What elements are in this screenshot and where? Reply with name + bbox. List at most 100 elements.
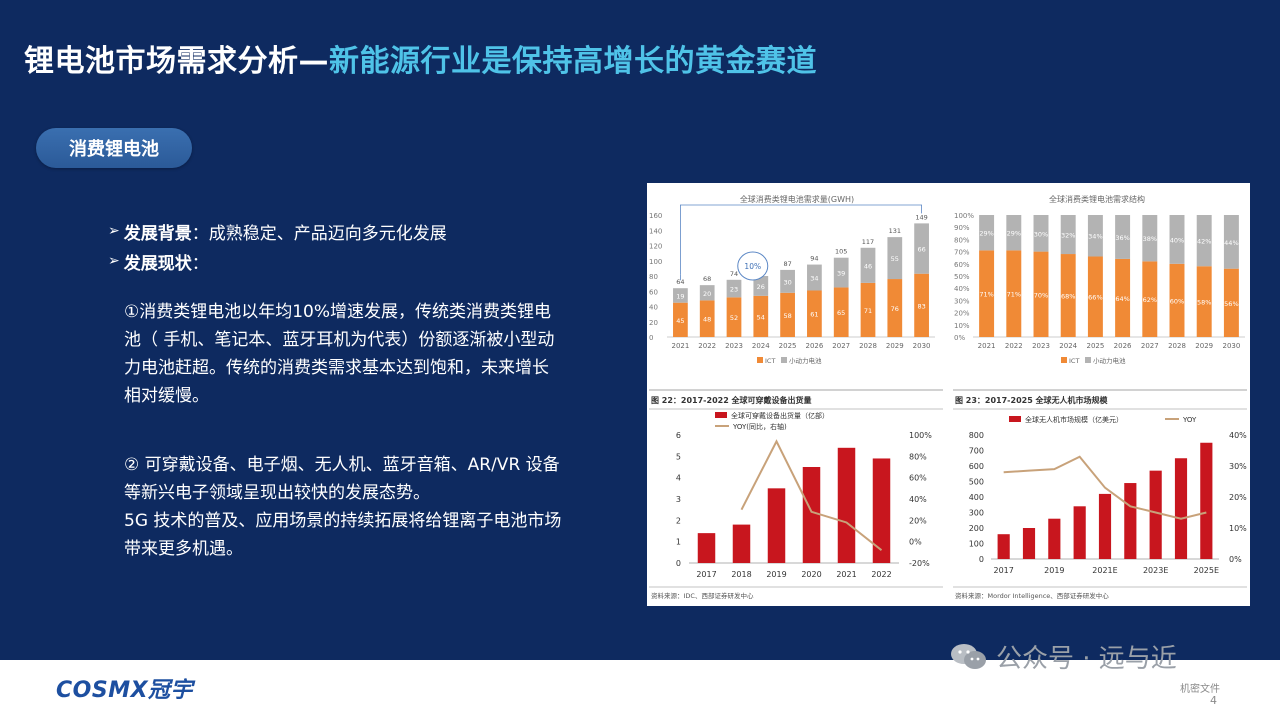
chart1-label-small-power: 20: [703, 290, 711, 298]
chart2-bar-ict: [1087, 256, 1103, 337]
chart2-label-ict: 68%: [1061, 293, 1075, 301]
chart2-label-ict: 66%: [1088, 294, 1102, 302]
chart1-legend-ict-label: ICT: [765, 357, 775, 365]
bullet-heading: 发展背景: [123, 223, 192, 244]
chart2-ytick: 10%: [954, 322, 970, 330]
chart2-ytick: 50%: [954, 273, 970, 281]
chart1-ytick: 140: [649, 227, 662, 235]
chart1-bar-small-power: [860, 247, 876, 283]
bullet-heading: 发展现状: [123, 253, 192, 274]
paragraph-line: 力电池赶超。传统的消费类需求基本达到饱和，未来增长: [124, 358, 549, 378]
chart2-ytick: 30%: [954, 297, 970, 305]
chart1-label-ict: 45: [676, 317, 684, 325]
chart1-bar-small-power: [914, 223, 929, 274]
watermark-text: 公众号 · 远与近: [996, 644, 1177, 674]
chart2-bar-small-power: [1087, 215, 1103, 257]
chart3-legend-line-label: YOY(同比，右轴): [732, 422, 787, 431]
chart2-bar-ict: [979, 250, 995, 337]
chart1-xtick: 2026: [805, 342, 823, 350]
chart3-xtick: 2020: [801, 570, 821, 579]
chart1-total-label: 87: [783, 260, 791, 268]
paragraph-line: ①消费类锂电池以年均10%增速发展，传统类消费类锂电: [124, 302, 552, 322]
chart1-total-label: 64: [676, 278, 684, 286]
chart1-xtick: 2024: [752, 342, 770, 350]
chart3-xtick: 2022: [871, 570, 891, 579]
chart3-bar: [697, 533, 716, 563]
paragraph-line: 相对缓慢。: [124, 386, 209, 406]
page-title: 锂电池市场需求分析—新能源行业是保持高增长的黄金赛道: [24, 36, 817, 80]
chart2-bar-ict: [1060, 254, 1076, 337]
chart2-label-ict: 70%: [1034, 291, 1048, 299]
chart2-title: 全球消费类锂电池需求结构: [1049, 194, 1145, 204]
chart4-xtick: 2017: [993, 566, 1013, 575]
chart1-label-small-power: 46: [864, 262, 872, 270]
chart2-xtick: 2025: [1086, 342, 1104, 350]
chart2-xtick: 2024: [1059, 342, 1077, 350]
chart4-bar: [1174, 458, 1188, 559]
chart1-label-small-power: 66: [917, 246, 925, 254]
chart2-label-ict: 71%: [1007, 291, 1021, 299]
chart1-label-ict: 71: [864, 307, 872, 315]
chart1-xtick: 2025: [779, 342, 797, 350]
chart1-total-label: 94: [810, 255, 818, 263]
chart1-bar-small-power: [753, 276, 769, 296]
chart3-bar: [767, 488, 786, 563]
charts-svg: 全球消费类锂电池需求量(GWH)020406080100120140160451…: [649, 194, 1247, 600]
chart4-y2tick: 20%: [1229, 493, 1247, 502]
chart1-bar-ict: [887, 279, 903, 337]
chart2-xtick: 2029: [1195, 342, 1213, 350]
chart3-y2tick: 100%: [909, 431, 932, 440]
chart2-legend-ict-label: ICT: [1069, 357, 1079, 365]
chart2-legend-ict-swatch: [1061, 357, 1067, 363]
chart1-legend-ict-swatch: [757, 357, 763, 363]
chart2-bar-ict: [1196, 266, 1212, 337]
chart1-label-ict: 58: [783, 312, 791, 320]
chart2-bar-ict: [1033, 251, 1049, 337]
chart1-total-label: 68: [703, 275, 711, 283]
chart2-ytick: 70%: [954, 249, 970, 257]
chart1-ytick: 0: [649, 334, 653, 342]
chart1-label-small-power: 34: [810, 275, 818, 283]
chart4-ytick: 800: [969, 431, 984, 440]
chart1-bar-small-power: [699, 285, 715, 301]
chart3-caption: 图 22：2017-2022 全球可穿戴设备出货量: [651, 395, 812, 405]
title-dash: —: [298, 44, 329, 79]
chart3-y2tick: 80%: [909, 452, 927, 461]
chart2-bar-ict: [1169, 263, 1185, 337]
chart2-bar-small-power: [1033, 215, 1049, 252]
paragraph-line: 等新兴电子领域呈现出较快的发展态势。: [124, 483, 430, 503]
chart1-annotation-text: 10%: [744, 262, 761, 271]
bullet-separator: ：: [191, 223, 209, 244]
page-number: 4: [1210, 694, 1217, 707]
chart1-bar-ict: [914, 273, 929, 337]
chart2-legend-small-power-label: 小动力电池: [1093, 356, 1126, 365]
chart3-ytick: 4: [676, 474, 681, 483]
chart1-bar-ict: [673, 302, 688, 337]
chart1-total-label: 149: [915, 213, 927, 221]
chart2-ytick: 0%: [954, 334, 965, 342]
chart4-y2tick: 0%: [1229, 555, 1242, 564]
chart2-xtick: 2021: [978, 342, 996, 350]
chart1-label-small-power: 39: [837, 270, 845, 278]
chart3-ytick: 1: [676, 538, 681, 547]
chart2-label-small-power: 36%: [1115, 234, 1129, 242]
confidential-label: 机密文件: [1180, 684, 1220, 695]
chart1-title: 全球消费类锂电池需求量(GWH): [740, 194, 854, 204]
chart1-ytick: 80: [649, 273, 658, 281]
chart1-label-ict: 52: [730, 314, 738, 322]
chart4-bar: [1200, 442, 1213, 559]
chart3-xtick: 2018: [731, 570, 751, 579]
chart4-y2tick: 10%: [1229, 524, 1247, 533]
chart2-ytick: 20%: [954, 310, 970, 318]
chart4-caption: 图 23：2017-2025 全球无人机市场规模: [955, 395, 1109, 405]
chart4-xtick: 2023E: [1143, 566, 1168, 575]
chart2-bar-ict: [1142, 261, 1158, 337]
chart3-bar: [732, 524, 751, 563]
chart4-legend-line-label: YOY: [1182, 416, 1197, 424]
chart2-ytick: 80%: [954, 236, 970, 244]
chart4-xtick: 2019: [1044, 566, 1064, 575]
chart2-bar-small-power: [1115, 215, 1131, 259]
chart1-total-label: 117: [862, 238, 874, 246]
chart3-ytick: 6: [676, 431, 681, 440]
company-logo: COSMX冠宇: [56, 678, 194, 703]
